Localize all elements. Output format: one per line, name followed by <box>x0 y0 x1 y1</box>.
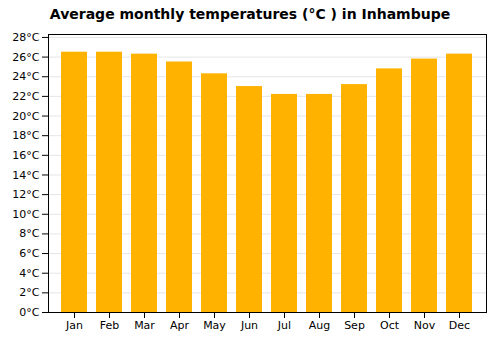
svg-text:Aug: Aug <box>309 319 330 332</box>
svg-text:28°C: 28°C <box>12 31 39 44</box>
svg-text:16°C: 16°C <box>12 149 39 162</box>
svg-text:Jan: Jan <box>65 319 83 332</box>
svg-text:4°C: 4°C <box>19 267 39 280</box>
svg-text:14°C: 14°C <box>12 168 39 181</box>
svg-text:Mar: Mar <box>134 319 155 332</box>
html-text:Average monthly temperatures (: Average monthly temperatures (°C ) in In… <box>49 6 451 22</box>
svg-text:24°C: 24°C <box>12 70 39 83</box>
svg-text:20°C: 20°C <box>12 110 39 123</box>
svg-text:Nov: Nov <box>414 319 436 332</box>
svg-text:Jun: Jun <box>240 319 258 332</box>
svg-text:Oct: Oct <box>380 319 400 332</box>
svg-text:18°C: 18°C <box>12 129 39 142</box>
svg-text:26°C: 26°C <box>12 51 39 64</box>
svg-text:2°C: 2°C <box>19 286 39 299</box>
svg-text:Apr: Apr <box>170 319 190 332</box>
svg-text:Sep: Sep <box>344 319 365 332</box>
svg-text:6°C: 6°C <box>19 247 39 260</box>
svg-text:8°C: 8°C <box>19 227 39 240</box>
svg-text:May: May <box>203 319 226 332</box>
svg-text:Jul: Jul <box>277 319 291 332</box>
svg-text:0°C: 0°C <box>19 306 39 319</box>
svg-text:22°C: 22°C <box>12 90 39 103</box>
svg-text:10°C: 10°C <box>12 208 39 221</box>
svg-text:Dec: Dec <box>449 319 470 332</box>
svg-text:Feb: Feb <box>100 319 119 332</box>
svg-text:12°C: 12°C <box>12 188 39 201</box>
